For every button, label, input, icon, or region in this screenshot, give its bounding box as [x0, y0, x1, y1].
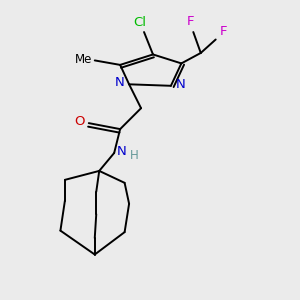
- Text: N: N: [117, 145, 127, 158]
- Text: Me: Me: [74, 53, 92, 66]
- Text: N: N: [115, 76, 124, 89]
- Text: F: F: [220, 25, 228, 38]
- Text: Cl: Cl: [133, 16, 146, 29]
- Text: F: F: [187, 15, 194, 28]
- Text: H: H: [130, 149, 138, 162]
- Text: N: N: [176, 78, 185, 91]
- Text: O: O: [74, 115, 84, 128]
